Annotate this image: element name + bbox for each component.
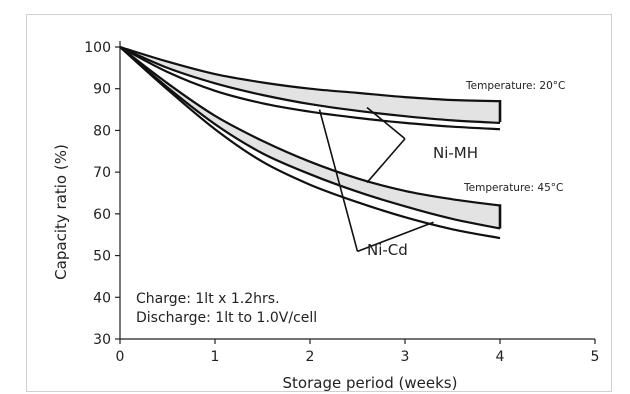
ni_cd-leader-line-1 [318, 109, 359, 252]
ni-cd-label: Ni-Cd [367, 241, 408, 259]
series-line-2 [119, 45, 501, 124]
y-tick-label-80: 80 [93, 123, 111, 139]
x-tick-label-3: 3 [401, 349, 410, 365]
y-tick-label-100: 100 [84, 40, 111, 56]
charge-note: Charge: 1lt x 1.2hrs. [136, 291, 280, 307]
y-tick-label-90: 90 [93, 82, 111, 98]
ni-mh-label: Ni-MH [433, 144, 478, 162]
series-line-3 [119, 46, 501, 131]
x-tick-label-2: 2 [306, 349, 315, 365]
ni_mh-leader-line-2 [366, 138, 406, 184]
band-fill-2 [120, 47, 500, 229]
x-tick-label-4: 4 [496, 349, 505, 365]
series-line-6 [119, 46, 501, 240]
y-tick-label-70: 70 [93, 165, 111, 181]
y-tick-label-40: 40 [93, 290, 111, 306]
series-layer [119, 45, 501, 240]
callout-layer [318, 106, 434, 253]
x-tick-label-1: 1 [211, 349, 220, 365]
ni_cd-leader-line-2 [357, 221, 434, 253]
series-line-4 [119, 46, 501, 207]
band-fill-1 [120, 47, 500, 123]
temperature-45-label: Temperature: 45°C [463, 182, 563, 194]
x-tick-label-0: 0 [116, 349, 125, 365]
y-tick-label-60: 60 [93, 207, 111, 223]
y-axis-title: Capacity ratio (%) [52, 144, 70, 280]
y-tick-label-30: 30 [93, 332, 111, 348]
x-tick-label-5: 5 [591, 349, 600, 365]
temperature-20-label: Temperature: 20°C [465, 80, 565, 92]
bands-layer [120, 47, 502, 229]
chart-frame [26, 14, 612, 392]
series-line-5 [119, 46, 501, 230]
axes-layer: 30 40 50 60 70 80 90 100 0 1 2 3 4 5 [84, 40, 599, 365]
ni_mh-leader-line-1 [366, 106, 406, 140]
discharge-note: Discharge: 1lt to 1.0V/cell [136, 310, 317, 326]
y-tick-label-50: 50 [93, 249, 111, 265]
x-axis-title: Storage period (weeks) [283, 374, 458, 392]
series-line-1 [119, 45, 501, 103]
